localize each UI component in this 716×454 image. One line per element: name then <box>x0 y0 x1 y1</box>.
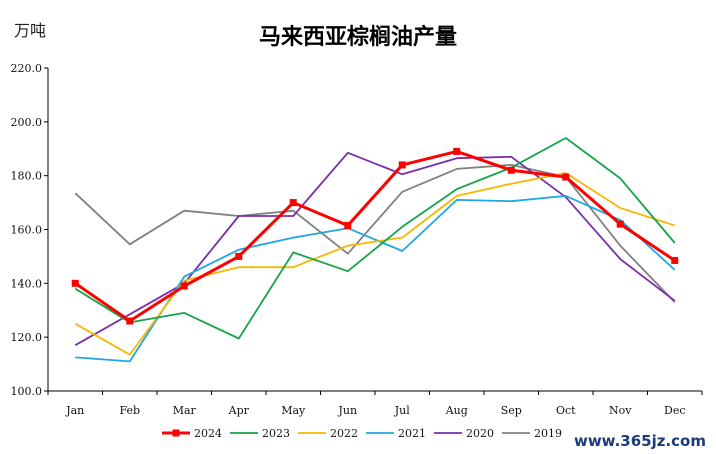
y-tick-label: 160.0 <box>11 224 43 237</box>
series-layer <box>71 137 679 363</box>
data-point-2024 <box>453 147 461 155</box>
legend-item-2021: 2021 <box>366 427 426 440</box>
x-tick-label: Dec <box>664 404 686 417</box>
x-tick-label: Mar <box>173 404 197 417</box>
chart-title: 马来西亚棕榈油产量 <box>259 24 457 50</box>
x-tick-label: Apr <box>228 404 250 417</box>
y-axis-unit-label: 万吨 <box>14 21 46 40</box>
legend: 2024 2023 2022 2021 2020 2019 <box>162 427 562 440</box>
x-tick-label: Jan <box>65 404 84 417</box>
data-point-2024 <box>289 199 297 207</box>
legend-label: 2021 <box>398 427 426 440</box>
series-line-2020 <box>74 151 676 346</box>
legend-label: 2019 <box>534 427 562 440</box>
legend-label: 2024 <box>194 427 222 440</box>
series-line-2019 <box>74 163 676 303</box>
legend-item-2022: 2022 <box>298 427 358 440</box>
x-tick-label: Feb <box>119 404 140 417</box>
data-point-2024 <box>398 161 406 169</box>
y-tick-label: 200.0 <box>11 116 43 129</box>
y-tick-label: 120.0 <box>11 331 43 344</box>
legend-item-2023: 2023 <box>230 427 290 440</box>
x-tick-label: Nov <box>609 404 632 417</box>
x-tick-label: May <box>281 404 306 417</box>
legend-marker <box>172 429 180 437</box>
series-line-2023 <box>74 137 676 340</box>
series-line-2021 <box>75 194 676 363</box>
data-point-2024 <box>562 173 570 181</box>
legend-label: 2022 <box>330 427 358 440</box>
data-point-2024 <box>671 256 679 264</box>
x-tick-label: Oct <box>556 404 576 417</box>
data-point-2024 <box>180 282 188 290</box>
legend-label: 2020 <box>466 427 494 440</box>
series-line-2024 <box>74 149 676 323</box>
x-tick-label: Sep <box>501 404 522 417</box>
y-tick-label: 220.0 <box>11 62 43 75</box>
legend-item-2020: 2020 <box>434 427 494 440</box>
legend-item-2024: 2024 <box>162 427 222 440</box>
data-point-2024 <box>344 221 352 229</box>
data-point-2024 <box>126 317 134 325</box>
x-tick-label: Jun <box>337 404 357 417</box>
legend-label: 2023 <box>262 427 290 440</box>
data-point-2024 <box>235 252 243 260</box>
axes: 100.0 120.0 140.0 160.0 180.0 200.0 220.0 Jan Fe… <box>11 62 703 417</box>
x-tick-label: Jul <box>394 404 410 417</box>
data-point-2024 <box>507 166 515 174</box>
y-tick-label: 140.0 <box>11 277 43 290</box>
y-tick-label: 100.0 <box>11 385 43 398</box>
y-tick-label: 180.0 <box>11 170 43 183</box>
data-point-2024 <box>71 279 79 287</box>
data-point-2024 <box>616 220 624 228</box>
legend-item-2019: 2019 <box>502 427 562 440</box>
watermark: www.365jz.com <box>574 432 706 450</box>
x-tick-label: Aug <box>445 404 468 417</box>
